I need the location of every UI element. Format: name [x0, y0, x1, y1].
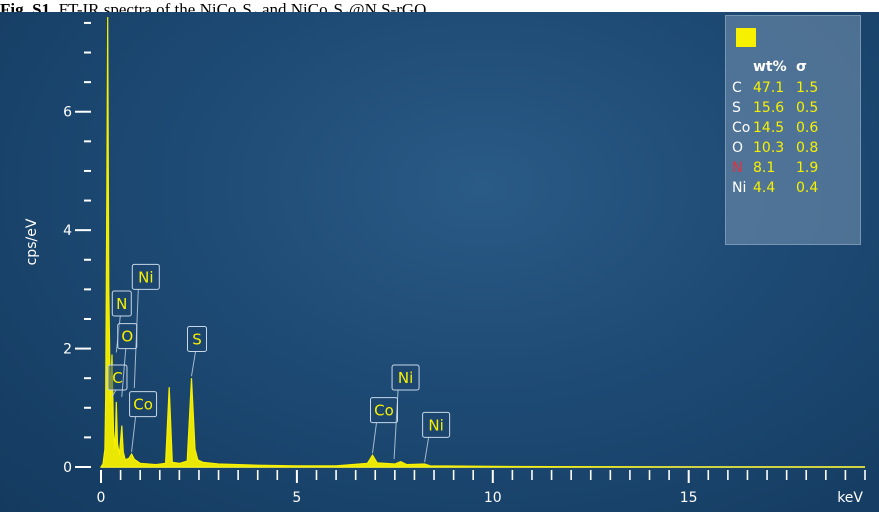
legend-header-sigma: σ [796, 59, 807, 75]
x-tick-label: 5 [292, 490, 301, 506]
legend-wt-value: 47.1 [753, 80, 785, 96]
legend-wt-value: 15.6 [753, 100, 785, 116]
peak-label-box [107, 364, 128, 391]
peak-label-leader [372, 422, 378, 454]
y-axis-label: cps/eV [24, 218, 40, 265]
legend-sigma-value: 0.5 [796, 100, 819, 116]
y-tick-label: 6 [63, 105, 72, 121]
x-tick-label: 10 [484, 490, 502, 506]
composition-legend: wt% σ C 47.1 1.5 S 15.6 0.5 Co 14.5 0.6 O 10.3 0.8 N… [725, 15, 861, 245]
peak-label: Co [374, 402, 394, 420]
peak-label-box [370, 397, 399, 424]
peak-label-box [129, 391, 158, 418]
spectrum-plot-panel: 0 5 10 15 keV 0 2 4 6 cps/eV C N O Ni Co S Co Ni Ni wt% σ … [0, 12, 879, 512]
peak-label: Ni [398, 369, 413, 387]
legend-element: Ni [732, 180, 747, 196]
legend-sigma-value: 1.5 [796, 80, 819, 96]
legend-sigma-value: 1.9 [796, 160, 819, 176]
peak-label-box [131, 263, 160, 290]
peak-label-leader [133, 289, 139, 389]
peak-label-box [187, 326, 208, 353]
peak-label-leader [393, 389, 399, 460]
peak-label-box [422, 411, 451, 438]
legend-wt-value: 8.1 [753, 160, 776, 176]
peak-label: Co [133, 396, 153, 414]
legend-row: O 10.3 0.8 [726, 140, 860, 159]
legend-row: N 8.1 1.9 [726, 160, 860, 179]
y-tick-label: 2 [63, 342, 72, 358]
peak-label-leader [191, 351, 196, 377]
legend-element: O [732, 140, 744, 156]
legend-sigma-value: 0.6 [796, 120, 819, 136]
x-axis-label: keV [837, 490, 863, 506]
peak-label: Ni [428, 416, 443, 434]
y-tick-label: 4 [63, 223, 72, 239]
x-tick-label: 0 [97, 490, 106, 506]
legend-element: C [732, 80, 742, 96]
y-tick-label: 0 [63, 460, 72, 476]
peak-label-leader [131, 416, 137, 453]
legend-row: Ni 4.4 0.4 [726, 180, 860, 199]
peak-label: N [116, 295, 127, 313]
peak-label: C [112, 369, 122, 387]
legend-sigma-value: 0.8 [796, 140, 819, 156]
legend-row: Co 14.5 0.6 [726, 120, 860, 139]
peak-label-box [111, 290, 132, 317]
peak-label-leader [424, 437, 430, 463]
peak-label-leader [121, 348, 127, 397]
legend-wt-value: 14.5 [753, 120, 785, 136]
legend-wt-value: 10.3 [753, 140, 785, 156]
legend-sigma-value: 0.4 [796, 180, 819, 196]
legend-row: C 47.1 1.5 [726, 80, 860, 99]
legend-wt-value: 4.4 [753, 180, 776, 196]
legend-row: S 15.6 0.5 [726, 100, 860, 119]
legend-element: Co [732, 120, 751, 136]
x-tick-label: 15 [680, 490, 698, 506]
legend-header-wt: wt% [753, 59, 787, 75]
peak-label: Ni [138, 268, 153, 286]
peak-label-box [391, 364, 420, 391]
peak-label: O [121, 328, 133, 346]
legend-element: N [732, 160, 743, 176]
legend-element: S [732, 100, 741, 116]
peak-label: S [192, 331, 202, 349]
spectrum-color-swatch [736, 28, 756, 47]
peak-label-leader [111, 389, 117, 398]
